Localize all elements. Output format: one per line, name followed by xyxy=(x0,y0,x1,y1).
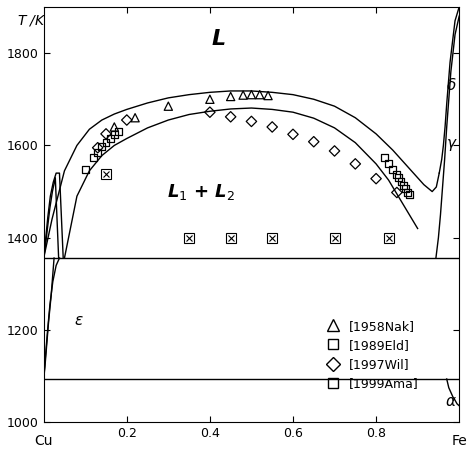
Point xyxy=(393,189,401,196)
Text: $\gamma$: $\gamma$ xyxy=(446,137,457,154)
Text: L: L xyxy=(211,29,225,49)
Point xyxy=(247,91,255,98)
Point xyxy=(106,135,114,142)
Point xyxy=(310,138,318,145)
Point xyxy=(227,113,235,120)
Text: $T$ /K: $T$ /K xyxy=(17,13,46,28)
Point xyxy=(110,131,118,139)
Point xyxy=(82,166,89,173)
Point xyxy=(131,114,139,121)
Text: $\delta$: $\delta$ xyxy=(446,77,456,93)
Point xyxy=(90,154,97,162)
Legend: [1958Nak], [1989Eld], [1997Wil], [1999Ama]: [1958Nak], [1989Eld], [1997Wil], [1999Am… xyxy=(321,314,424,395)
Point xyxy=(239,92,247,99)
Text: Cu: Cu xyxy=(35,434,53,448)
Point xyxy=(372,175,380,182)
Point xyxy=(399,182,407,189)
Text: Fe: Fe xyxy=(451,434,467,448)
Point xyxy=(206,96,214,103)
Point xyxy=(352,160,359,168)
Point xyxy=(264,92,272,99)
Point xyxy=(227,93,235,100)
Text: $\alpha$: $\alpha$ xyxy=(445,394,456,409)
Point xyxy=(389,166,396,173)
Point xyxy=(385,160,392,168)
Point xyxy=(395,174,403,181)
Point xyxy=(401,185,409,193)
Point xyxy=(164,102,172,110)
Point xyxy=(206,109,214,116)
Point xyxy=(289,131,297,138)
Point xyxy=(397,178,405,186)
Point xyxy=(94,144,101,151)
Text: L$_1$ + L$_2$: L$_1$ + L$_2$ xyxy=(167,182,236,202)
Point xyxy=(94,149,101,156)
Point xyxy=(268,123,276,130)
Point xyxy=(247,118,255,125)
Point xyxy=(256,91,264,98)
Text: $\varepsilon$: $\varepsilon$ xyxy=(74,313,84,328)
Point xyxy=(381,154,388,162)
Point xyxy=(98,143,106,150)
Point xyxy=(406,191,413,198)
Point xyxy=(110,123,118,130)
Point xyxy=(393,170,401,178)
Point xyxy=(102,139,110,146)
Point xyxy=(403,188,411,196)
Point xyxy=(123,116,130,124)
Point xyxy=(115,128,122,135)
Point xyxy=(102,130,110,138)
Point xyxy=(331,147,338,154)
